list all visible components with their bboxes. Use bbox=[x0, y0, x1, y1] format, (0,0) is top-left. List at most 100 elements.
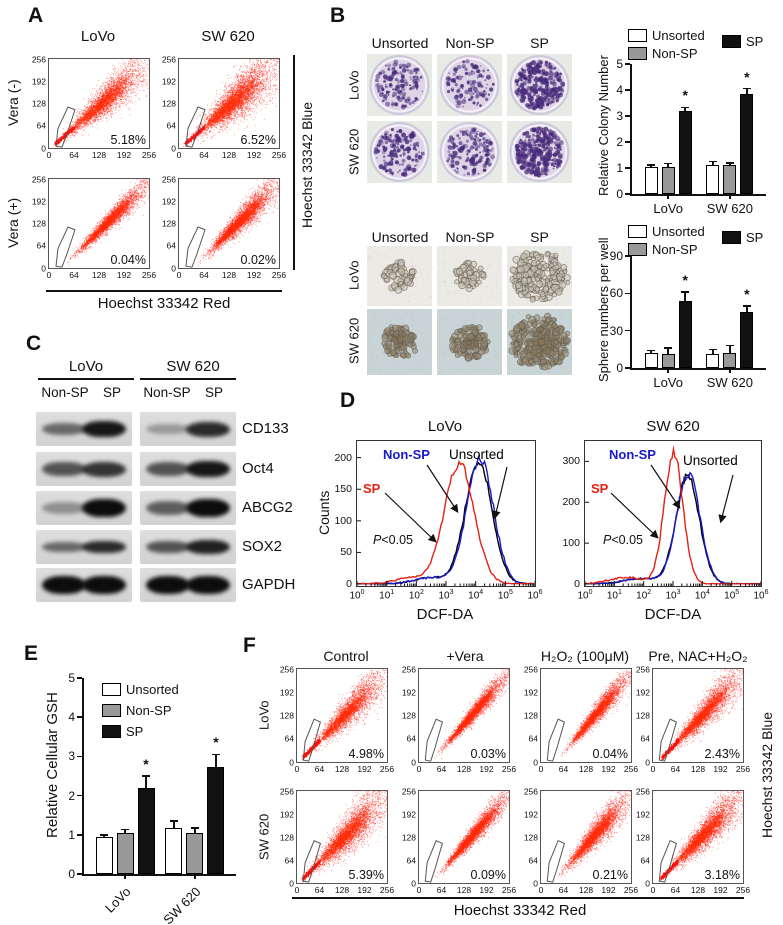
bar-unsorted bbox=[706, 164, 720, 194]
colony-dish-lovo-sp bbox=[507, 54, 572, 116]
y-tick-label: 64 bbox=[528, 733, 538, 744]
y-tick-label: 64 bbox=[36, 120, 46, 131]
error-bar-cap bbox=[169, 820, 178, 822]
y-tick-label: 256 bbox=[279, 663, 294, 674]
x-tick-label: 0 bbox=[46, 150, 52, 160]
y-tick-label: 3 bbox=[616, 109, 623, 123]
error-bar bbox=[746, 305, 748, 312]
y-tick-label: 128 bbox=[401, 831, 416, 842]
x-tick-label: 128 bbox=[221, 270, 237, 280]
panel-f-header-vera: +Vera bbox=[446, 648, 484, 664]
x-tick-label: 128 bbox=[456, 885, 472, 895]
sphere-header-nonsp: Non-SP bbox=[445, 229, 495, 245]
bar-non-sp bbox=[723, 353, 737, 368]
y-tick-label: 192 bbox=[635, 808, 650, 819]
sp-gate-outline bbox=[653, 669, 743, 762]
panel-f-x-label: Hoechst 33342 Red bbox=[453, 902, 587, 919]
x-tick-label: 192 bbox=[357, 764, 372, 774]
x-axis bbox=[82, 874, 236, 876]
legend-swatch-nonsp bbox=[628, 47, 647, 60]
error-bar bbox=[667, 348, 669, 355]
colony-dish-lovo-unsorted bbox=[367, 54, 432, 116]
y-tick bbox=[77, 755, 82, 758]
x-tick-label: 106 bbox=[753, 589, 769, 602]
panel-a-row-label-vera-neg: Vera (-) bbox=[5, 79, 21, 127]
x-tick-label: 64 bbox=[558, 885, 569, 895]
category-tick bbox=[193, 874, 196, 879]
x-tick-label: 128 bbox=[91, 150, 107, 160]
x-tick-label: 192 bbox=[246, 150, 262, 160]
category-label: LoVo bbox=[653, 375, 683, 390]
x-tick-label: 128 bbox=[578, 764, 594, 774]
y-tick-label: 128 bbox=[161, 218, 176, 229]
y-tick-label: 192 bbox=[523, 808, 538, 819]
y-tick-label: 300 bbox=[562, 455, 580, 468]
x-tick-label: 64 bbox=[670, 885, 681, 895]
category-label: LoVo bbox=[653, 201, 683, 216]
blot-group-underline-sw620 bbox=[140, 378, 236, 380]
legend-sp: SP bbox=[102, 724, 143, 739]
y-tick-label: 64 bbox=[166, 240, 176, 251]
legend-label-sp: SP bbox=[746, 230, 764, 245]
panel-a-row-label-vera-pos: Vera (+) bbox=[5, 197, 21, 249]
legend-label-nonsp: Non-SP bbox=[652, 46, 698, 61]
error-bar-cap bbox=[142, 775, 151, 777]
panel-d-label: D bbox=[340, 389, 356, 412]
error-bar-cap bbox=[211, 753, 220, 756]
flow-plot-lovo-vera-pos: 0.04% 0 0 64 64 128 128 192 192 256 256 bbox=[32, 175, 156, 279]
legend-label-sp: SP bbox=[746, 34, 764, 49]
legend-nonsp: Non-SP bbox=[628, 242, 698, 257]
sp-gate-percentage: 0.09% bbox=[470, 868, 506, 882]
hist-xlabel-sw620: DCF-DA bbox=[644, 606, 702, 623]
x-tick-label: 256 bbox=[141, 150, 157, 160]
legend-unsorted: Unsorted bbox=[628, 28, 705, 43]
y-tick bbox=[625, 292, 630, 295]
y-tick-label: 192 bbox=[635, 687, 650, 697]
error-bar-cap bbox=[190, 827, 199, 829]
y-tick-label: 5 bbox=[68, 671, 75, 685]
y-tick-label: 0 bbox=[346, 578, 352, 590]
error-bar bbox=[145, 776, 147, 788]
legend-label-nonsp: Non-SP bbox=[126, 703, 172, 718]
y-tick bbox=[625, 89, 630, 91]
x-tick-label: 0 bbox=[46, 270, 52, 280]
panel-c-label: C bbox=[26, 332, 42, 355]
sp-gate-outline bbox=[179, 179, 279, 268]
gsh-chart-ylabel: Relative Cellular GSH bbox=[44, 692, 61, 838]
y-tick-label: 64 bbox=[528, 854, 538, 865]
legend-nonsp: Non-SP bbox=[102, 703, 172, 718]
x-tick-label: 192 bbox=[116, 150, 132, 160]
y-tick-label: 0 bbox=[616, 187, 623, 201]
sp-gate-percentage: 3.18% bbox=[704, 868, 740, 882]
panel-f-header-control: Control bbox=[323, 648, 369, 664]
hist-ylabel-counts: Counts bbox=[316, 490, 332, 536]
blot-band bbox=[82, 576, 126, 594]
sp-gate-percentage: 0.21% bbox=[592, 868, 628, 882]
x-tick-label: 256 bbox=[271, 150, 287, 160]
error-bar bbox=[124, 829, 126, 833]
y-tick-label: 0 bbox=[616, 361, 623, 375]
blot-band bbox=[82, 499, 126, 517]
significance-star: * bbox=[682, 272, 688, 289]
category-tick bbox=[728, 194, 731, 199]
y-tick-label: 256 bbox=[279, 785, 294, 796]
y-tick-label: 192 bbox=[279, 687, 294, 697]
y-tick-label: 256 bbox=[31, 53, 46, 64]
y-tick-label: 128 bbox=[279, 710, 294, 721]
hist-xlabel-lovo: DCF-DA bbox=[416, 606, 474, 623]
y-tick bbox=[625, 367, 630, 369]
colony-header-unsorted: Unsorted bbox=[371, 35, 429, 51]
y-tick-label: 64 bbox=[406, 733, 416, 744]
error-bar bbox=[729, 163, 731, 165]
blot-band bbox=[186, 499, 230, 517]
y-tick-label: 0 bbox=[68, 867, 75, 881]
blot-protein-label-oct4: Oct4 bbox=[242, 460, 274, 477]
y-tick bbox=[625, 329, 630, 332]
x-tick-label: 103 bbox=[438, 589, 454, 602]
legend-swatch-unsorted bbox=[628, 225, 647, 238]
y-tick-label: 64 bbox=[640, 733, 650, 744]
legend-swatch-unsorted bbox=[102, 683, 121, 696]
significance-star: * bbox=[744, 285, 750, 302]
flow-plot-sw620-vera-pos: 0.02% 0 0 64 64 128 128 192 192 256 256 bbox=[162, 175, 286, 279]
x-tick-label: 192 bbox=[246, 270, 262, 280]
